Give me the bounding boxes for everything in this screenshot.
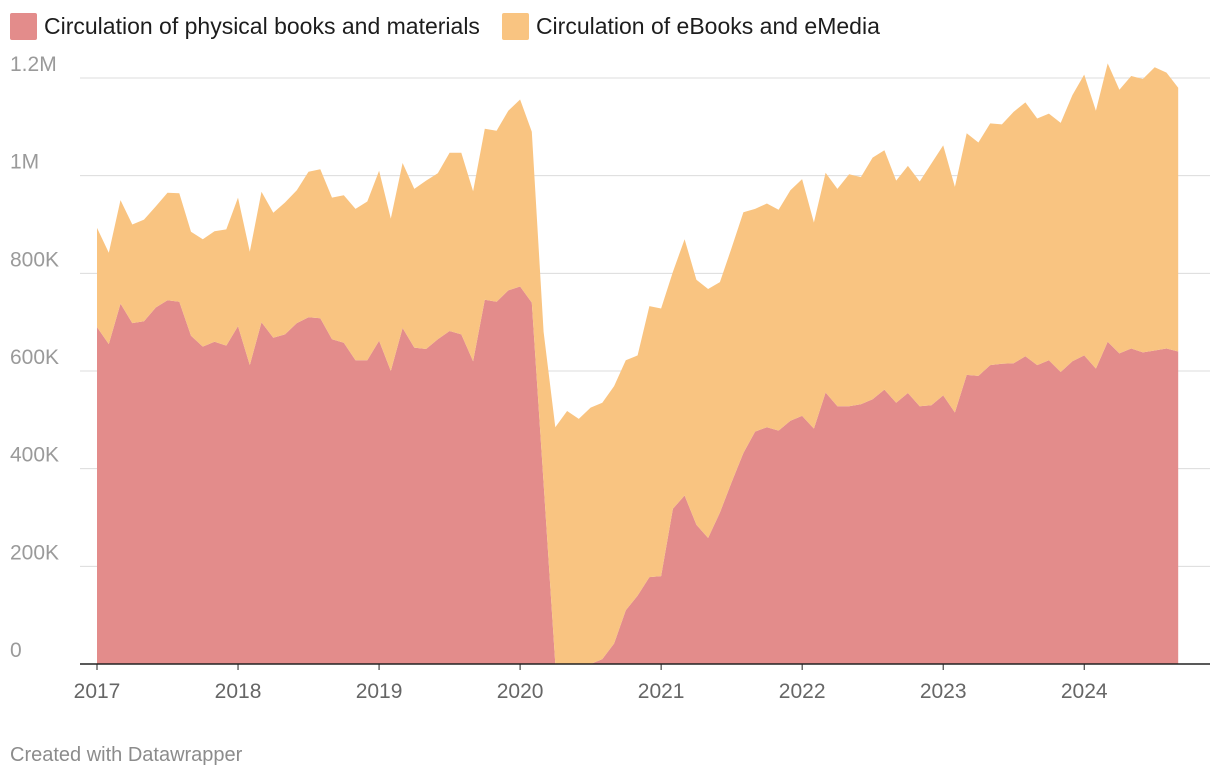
x-tick-label: 2024 xyxy=(1061,680,1108,703)
x-tick-label: 2017 xyxy=(74,680,121,703)
area-series-1[interactable] xyxy=(97,63,1179,664)
x-tick-label: 2021 xyxy=(638,680,685,703)
y-tick-label: 800K xyxy=(10,248,59,271)
y-tick-label: 1.2M xyxy=(10,53,57,76)
y-tick-label: 200K xyxy=(10,541,59,564)
y-tick-label: 400K xyxy=(10,444,59,467)
area-series-0[interactable] xyxy=(97,286,1179,665)
x-tick-label: 2023 xyxy=(920,680,967,703)
y-tick-label: 0 xyxy=(10,639,22,662)
legend-swatch-physical xyxy=(10,12,37,40)
chart-areas xyxy=(97,63,1179,665)
legend-item-physical[interactable]: Circulation of physical books and materi… xyxy=(10,12,480,40)
y-tick-label: 1M xyxy=(10,151,39,174)
x-tick-label: 2020 xyxy=(497,680,544,703)
x-tick-label: 2018 xyxy=(215,680,262,703)
x-tick-label: 2019 xyxy=(356,680,403,703)
footer-credit: Created with Datawrapper xyxy=(10,744,243,766)
legend-label-ebooks: Circulation of eBooks and eMedia xyxy=(535,12,880,39)
y-tick-label: 600K xyxy=(10,346,59,369)
chart-axes: 0 200K 400K 600K 800K 1M 1.2M 2017 2018 2019 2020 2… xyxy=(10,53,1210,703)
legend-item-ebooks[interactable]: Circulation of eBooks and eMedia xyxy=(501,12,880,40)
legend-label-physical: Circulation of physical books and materi… xyxy=(44,12,480,39)
legend: Circulation of physical books and materi… xyxy=(10,10,902,42)
legend-swatch-ebooks xyxy=(501,12,529,40)
x-tick-label: 2022 xyxy=(779,680,826,703)
